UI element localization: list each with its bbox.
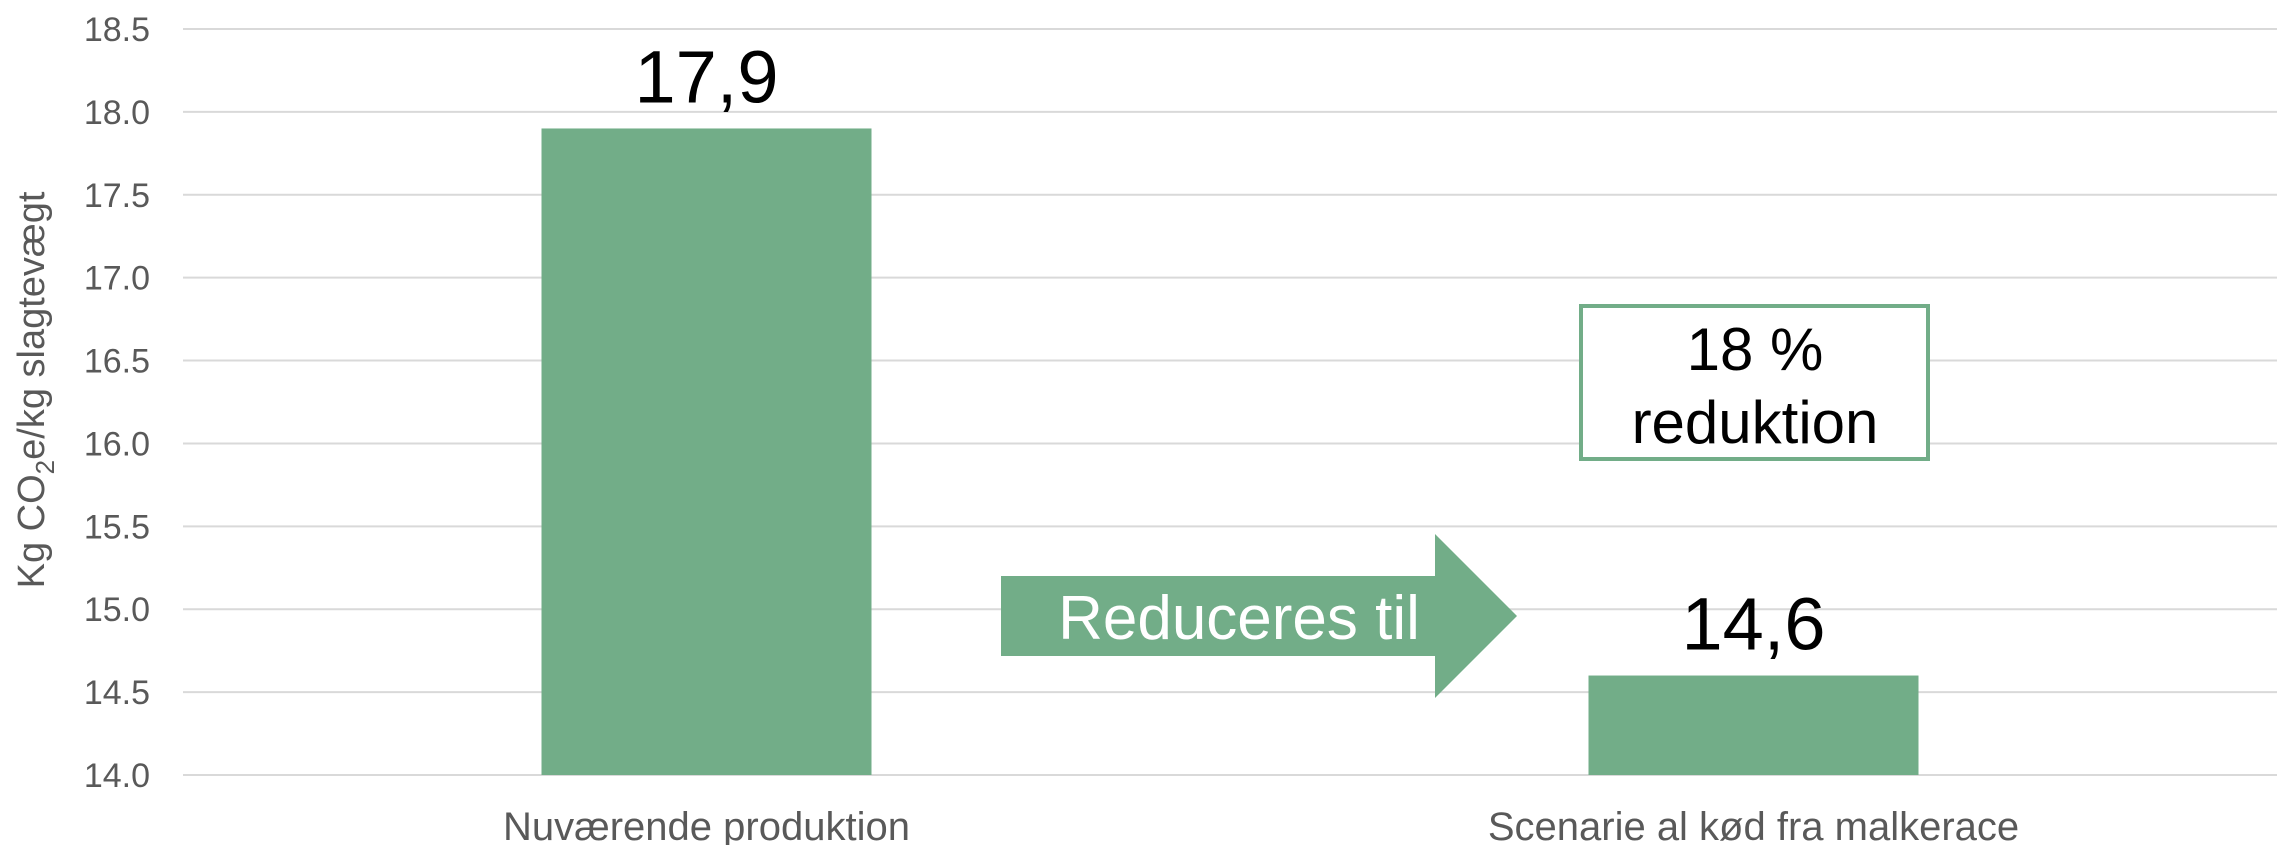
arrow-label: Reduceres til [1058, 584, 1420, 653]
reduction-box: 18 % reduktion [1579, 304, 1930, 461]
data-label: 14,6 [1681, 583, 1825, 666]
y-tick-label: 14.5 [84, 674, 150, 712]
reduction-box-border [1579, 304, 1930, 461]
y-tick-label: 16.0 [84, 425, 150, 463]
y-tick-label: 18.5 [84, 11, 150, 49]
y-tick-label: 16.5 [84, 343, 150, 381]
reduction-box-line2: reduktion [1632, 389, 1879, 456]
y-axis-label: Kg CO2e/kg slagtevægt [11, 191, 60, 588]
arrow-shape [1001, 534, 1517, 698]
reduction-arrow: Reduceres til [1001, 534, 1517, 698]
x-tick-label: Scenarie al kød fra malkerace [1488, 805, 2019, 845]
bars: 17,9 14,6 [541, 35, 1919, 775]
y-axis-ticks: 14.0 14.5 15.0 15.5 16.0 16.5 17.0 17.5 18.0 18.5 [84, 11, 150, 795]
bar [541, 128, 872, 775]
bar [1588, 675, 1919, 775]
y-tick-label: 15.5 [84, 508, 150, 546]
y-tick-label: 15.0 [84, 591, 150, 629]
y-tick-label: 14.0 [84, 757, 150, 795]
x-axis-ticks: Nuværende produktion Scenarie al kød fra … [503, 805, 2019, 845]
x-tick-label: Nuværende produktion [503, 805, 910, 845]
y-tick-label: 17.0 [84, 260, 150, 298]
reduction-box-line1: 18 % [1687, 316, 1824, 383]
data-label: 17,9 [634, 35, 778, 118]
y-tick-label: 17.5 [84, 177, 150, 215]
gridlines [183, 28, 2277, 776]
y-tick-label: 18.0 [84, 94, 150, 132]
